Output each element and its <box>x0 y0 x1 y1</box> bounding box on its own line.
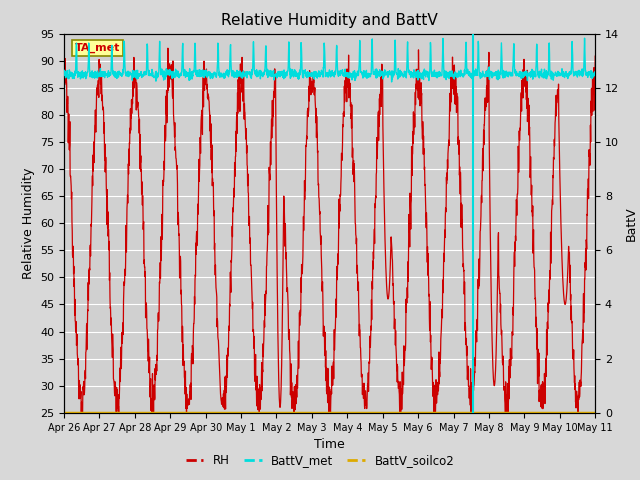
Text: TA_met: TA_met <box>75 43 120 53</box>
Y-axis label: BattV: BattV <box>625 206 637 240</box>
Y-axis label: Relative Humidity: Relative Humidity <box>22 168 35 279</box>
X-axis label: Time: Time <box>314 438 345 451</box>
Title: Relative Humidity and BattV: Relative Humidity and BattV <box>221 13 438 28</box>
Legend: RH, BattV_met, BattV_soilco2: RH, BattV_met, BattV_soilco2 <box>181 449 459 472</box>
